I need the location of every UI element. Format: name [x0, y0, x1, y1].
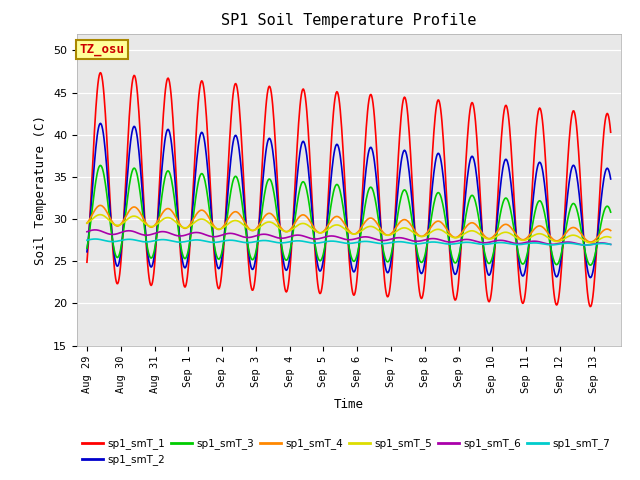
- Title: SP1 Soil Temperature Profile: SP1 Soil Temperature Profile: [221, 13, 477, 28]
- X-axis label: Time: Time: [334, 398, 364, 411]
- Legend: sp1_smT_1, sp1_smT_2, sp1_smT_3, sp1_smT_4, sp1_smT_5, sp1_smT_6, sp1_smT_7: sp1_smT_1, sp1_smT_2, sp1_smT_3, sp1_smT…: [82, 438, 610, 465]
- Text: TZ_osu: TZ_osu: [79, 43, 125, 56]
- Y-axis label: Soil Temperature (C): Soil Temperature (C): [35, 115, 47, 264]
